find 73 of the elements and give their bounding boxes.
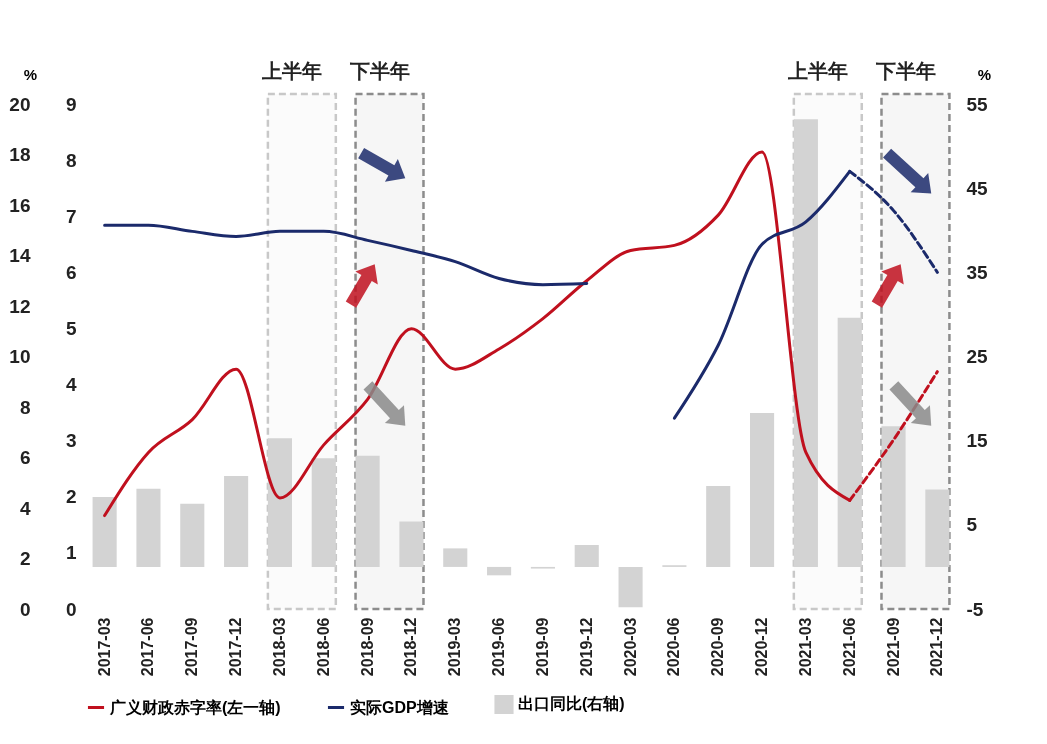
y2-tick-label: 2 bbox=[65, 486, 77, 508]
band-label: 上半年 bbox=[260, 60, 322, 82]
x-tick-label: 2018-09 bbox=[358, 617, 376, 677]
y-tick-label: 10 bbox=[9, 346, 31, 367]
bar bbox=[706, 486, 731, 567]
x-tick-label: 2020-12 bbox=[753, 617, 771, 677]
bar bbox=[136, 488, 161, 567]
y3-tick-label: 5 bbox=[966, 514, 978, 536]
y2-tick-label: 5 bbox=[65, 317, 77, 339]
y-tick-label: 16 bbox=[9, 194, 31, 216]
bar bbox=[311, 458, 336, 567]
x-tick-label: 2017-03 bbox=[95, 617, 113, 677]
x-tick-label: 2020-09 bbox=[709, 617, 727, 677]
x-tick-label: 2021-03 bbox=[796, 617, 814, 677]
legend-label: 出口同比(右轴) bbox=[518, 695, 625, 713]
bar bbox=[925, 489, 950, 567]
y-tick-label: 20 bbox=[9, 93, 31, 115]
bar bbox=[180, 503, 205, 567]
x-tick-label: 2019-03 bbox=[446, 617, 464, 677]
x-tick-label: 2019-06 bbox=[490, 617, 508, 677]
bar bbox=[92, 497, 117, 567]
x-tick-label: 2017-06 bbox=[139, 617, 157, 677]
bar bbox=[487, 566, 512, 576]
y3-tick-label: 25 bbox=[966, 346, 989, 367]
y-tick-label: 4 bbox=[19, 497, 31, 519]
y3-tick-label: 15 bbox=[966, 430, 989, 452]
y3-tick-label: 55 bbox=[966, 93, 989, 115]
y2-tick-label: 0 bbox=[65, 598, 77, 620]
y-axis-title: % bbox=[23, 65, 38, 83]
bar bbox=[267, 438, 292, 567]
x-tick-label: 2021-06 bbox=[840, 617, 858, 677]
y3-tick-label: 45 bbox=[966, 177, 989, 199]
x-tick-label: 2021-09 bbox=[884, 617, 902, 677]
y-tick-label: 0 bbox=[19, 598, 31, 620]
y2-tick-label: 3 bbox=[65, 430, 77, 452]
y-tick-label: 12 bbox=[9, 295, 31, 317]
bar bbox=[750, 412, 775, 567]
y2-tick-label: 4 bbox=[65, 374, 77, 396]
band-label: 上半年 bbox=[786, 60, 848, 82]
y3-axis-title: % bbox=[977, 65, 992, 83]
legend-label: 广义财政赤字率(左一轴) bbox=[109, 697, 281, 716]
bar bbox=[224, 476, 249, 567]
x-tick-label: 2018-03 bbox=[270, 617, 288, 677]
y3-tick-label: -5 bbox=[966, 598, 984, 620]
x-tick-label: 2018-12 bbox=[402, 617, 420, 677]
y-tick-label: 6 bbox=[19, 447, 31, 468]
y2-tick-label: 1 bbox=[65, 542, 77, 564]
x-tick-label: 2019-12 bbox=[577, 617, 595, 677]
x-tick-label: 2017-09 bbox=[183, 617, 201, 677]
x-tick-label: 2017-12 bbox=[227, 617, 245, 677]
bar bbox=[399, 521, 424, 567]
y-tick-label: 14 bbox=[9, 245, 31, 266]
y3-tick-label: 35 bbox=[966, 261, 989, 283]
y-tick-label: 18 bbox=[9, 144, 31, 165]
x-tick-label: 2020-03 bbox=[621, 617, 639, 677]
band-label: 下半年 bbox=[874, 60, 936, 82]
bar bbox=[837, 317, 862, 567]
bar bbox=[574, 545, 599, 567]
legend-label: 实际GDP增速 bbox=[350, 698, 450, 716]
bar bbox=[355, 455, 380, 567]
band-label: 下半年 bbox=[348, 60, 410, 82]
y2-tick-label: 6 bbox=[65, 261, 77, 283]
x-tick-label: 2018-06 bbox=[314, 617, 332, 677]
y2-tick-label: 7 bbox=[65, 205, 77, 227]
y-tick-label: 8 bbox=[19, 396, 31, 418]
x-tick-label: 2019-09 bbox=[533, 617, 551, 677]
x-tick-label: 2021-12 bbox=[928, 617, 946, 677]
y2-tick-label: 8 bbox=[65, 149, 77, 171]
y-tick-label: 2 bbox=[19, 548, 31, 569]
bar bbox=[443, 548, 468, 567]
y2-tick-label: 9 bbox=[65, 93, 77, 115]
x-tick-label: 2020-06 bbox=[665, 617, 683, 677]
bar bbox=[618, 566, 643, 608]
